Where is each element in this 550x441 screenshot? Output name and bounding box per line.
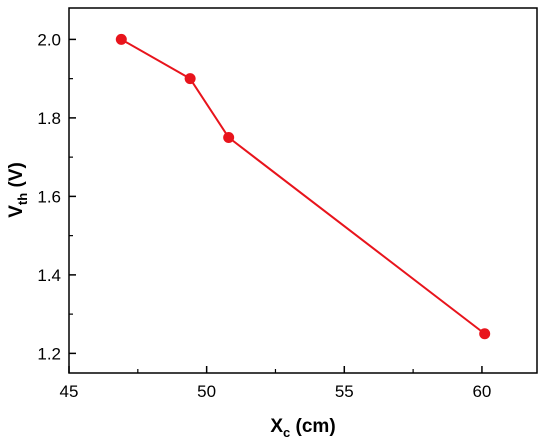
y-axis-title: Vth (V)	[6, 162, 30, 218]
x-tick-label: 50	[197, 382, 216, 401]
series-layer	[115, 33, 491, 340]
x-tick-label: 55	[335, 382, 354, 401]
y-axis-title-sub: th	[15, 193, 30, 205]
plot-frame	[68, 7, 538, 374]
x-axis-title-unit: (cm)	[290, 416, 335, 437]
data-point	[479, 328, 491, 340]
y-tick-label: 1.2	[37, 344, 61, 363]
y-tick-label: 1.8	[37, 109, 61, 128]
y-tick-label: 2.0	[37, 30, 61, 49]
y-tick-label: 1.6	[37, 187, 61, 206]
data-point	[184, 73, 196, 85]
x-tick-label: 45	[60, 382, 79, 401]
series-line	[120, 38, 486, 335]
x-axis-title: Xc (cm)	[270, 416, 335, 440]
data-point	[115, 33, 127, 45]
x-axis-title-sub: c	[283, 425, 290, 440]
y-axis: 1.2 1.4 1.6 1.8 2.0	[37, 30, 76, 363]
y-axis-title-main: V	[6, 205, 27, 218]
x-axis-title-main: X	[270, 416, 283, 437]
y-tick-label: 1.4	[37, 266, 61, 285]
data-point	[223, 132, 235, 144]
y-axis-title-unit: (V)	[6, 162, 27, 193]
x-axis: 45 50 55 60	[60, 366, 491, 401]
x-tick-label: 60	[472, 382, 491, 401]
